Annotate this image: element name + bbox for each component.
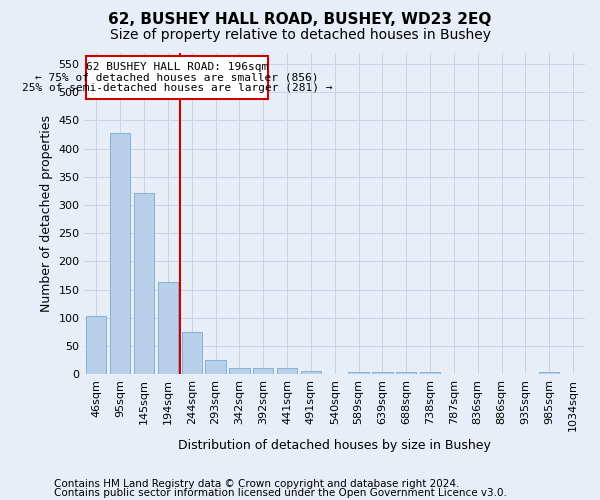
Bar: [134, 192, 154, 374]
Bar: [396, 372, 416, 374]
Y-axis label: Number of detached properties: Number of detached properties: [40, 115, 53, 312]
Bar: [110, 132, 130, 374]
Bar: [205, 360, 226, 374]
Text: 62 BUSHEY HALL ROAD: 196sqm: 62 BUSHEY HALL ROAD: 196sqm: [86, 62, 268, 72]
Bar: [229, 368, 250, 374]
Bar: [253, 368, 274, 374]
Bar: [372, 372, 392, 374]
Bar: [420, 372, 440, 374]
Bar: [86, 316, 106, 374]
Text: ← 75% of detached houses are smaller (856): ← 75% of detached houses are smaller (85…: [35, 72, 319, 83]
Text: 25% of semi-detached houses are larger (281) →: 25% of semi-detached houses are larger (…: [22, 83, 332, 93]
X-axis label: Distribution of detached houses by size in Bushey: Distribution of detached houses by size …: [178, 440, 491, 452]
Text: Contains public sector information licensed under the Open Government Licence v3: Contains public sector information licen…: [54, 488, 507, 498]
Bar: [158, 282, 178, 374]
Text: Contains HM Land Registry data © Crown copyright and database right 2024.: Contains HM Land Registry data © Crown c…: [54, 479, 460, 489]
Text: 62, BUSHEY HALL ROAD, BUSHEY, WD23 2EQ: 62, BUSHEY HALL ROAD, BUSHEY, WD23 2EQ: [109, 12, 491, 28]
Bar: [182, 332, 202, 374]
Bar: [539, 372, 559, 374]
Bar: [349, 372, 368, 374]
Bar: [277, 368, 297, 374]
Bar: [86, 56, 268, 99]
Bar: [301, 371, 321, 374]
Text: Size of property relative to detached houses in Bushey: Size of property relative to detached ho…: [110, 28, 491, 42]
